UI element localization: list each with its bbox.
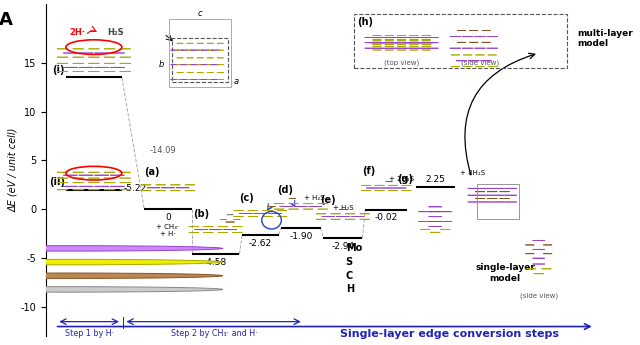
Text: b: b [159,60,164,69]
Text: (a): (a) [144,167,160,177]
Text: (top view): (top view) [384,60,419,66]
Text: (ii): (ii) [49,177,65,187]
Circle shape [0,273,223,278]
Text: + H₂S: + H₂S [304,195,324,200]
Text: Step 2 by CH₃· and H·: Step 2 by CH₃· and H· [171,329,257,338]
Text: + 2H₂S: + 2H₂S [389,176,414,182]
Text: (c): (c) [239,193,254,203]
Text: A: A [0,11,13,29]
Text: 2H·: 2H· [69,28,85,37]
Text: (d): (d) [277,185,293,195]
Text: multi-layer
model: multi-layer model [577,29,632,48]
Text: -2.62: -2.62 [249,239,272,248]
Text: H: H [346,284,354,294]
Text: + 8H₂S: + 8H₂S [460,170,486,176]
Text: -5.22: -5.22 [124,184,147,193]
Text: S: S [346,257,353,267]
Text: + H₂S: + H₂S [333,205,353,211]
Text: a: a [234,77,239,86]
Text: -1.90: -1.90 [289,232,312,241]
Text: c: c [198,9,202,18]
Text: -0.02: -0.02 [374,214,398,223]
Text: Single-layer edge conversion steps: Single-layer edge conversion steps [340,329,559,339]
Text: + CH₃·
+ H·: + CH₃· + H· [156,224,180,237]
Text: (side view): (side view) [520,292,558,299]
Text: (side view): (side view) [461,60,499,66]
Text: single-layer
model: single-layer model [476,263,535,283]
Circle shape [0,287,223,292]
Text: (e): (e) [321,195,336,205]
Text: 0: 0 [165,213,171,222]
Text: -4.58: -4.58 [204,258,227,267]
Text: Mo: Mo [346,243,362,253]
Text: -2.94: -2.94 [332,242,355,251]
Text: (g): (g) [397,175,413,184]
Circle shape [0,259,223,265]
Text: (i): (i) [52,65,65,75]
Text: (h): (h) [357,17,373,27]
Text: -14.09: -14.09 [150,146,177,155]
Text: H₂S: H₂S [107,28,124,37]
Text: (f): (f) [362,166,376,176]
Y-axis label: ΔE (eV / unit cell): ΔE (eV / unit cell) [8,128,18,213]
Circle shape [0,246,223,251]
Text: Step 1 by H·: Step 1 by H· [65,329,114,338]
Text: 2.25: 2.25 [425,175,445,184]
Text: (b): (b) [193,209,209,219]
Text: C: C [346,271,353,281]
